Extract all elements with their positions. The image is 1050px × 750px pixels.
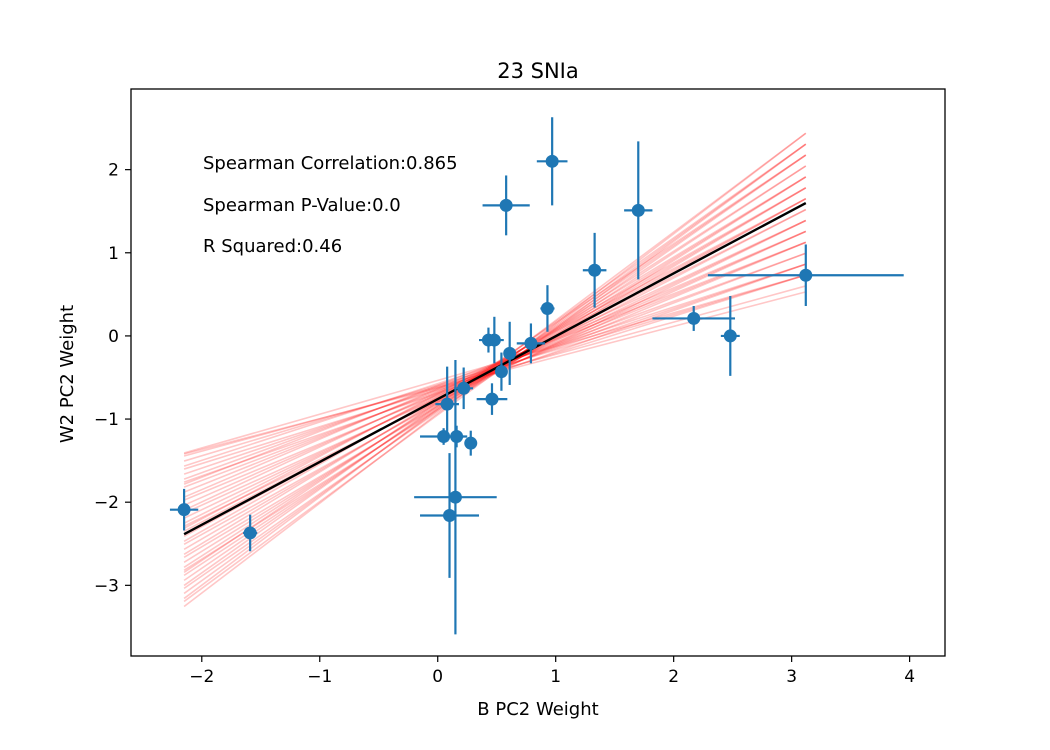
y-tick-label: −1 (94, 410, 119, 430)
sample-fit-line (183, 165, 807, 569)
y-tick-label: 1 (108, 244, 119, 264)
sample-fit-line (183, 263, 807, 467)
sample-fit-line (183, 176, 807, 572)
sample-fit-line (183, 197, 807, 529)
sample-fit-line (183, 154, 807, 574)
x-axis-label: B PC2 Weight (477, 699, 598, 720)
data-point (503, 346, 517, 360)
sample-fit-line (183, 241, 807, 501)
data-point (450, 430, 464, 444)
sample-fit-line (183, 208, 807, 532)
data-point (243, 526, 257, 540)
sample-fit-line (183, 143, 807, 603)
x-tick-label: 1 (550, 667, 561, 687)
best-fit-line (183, 201, 807, 536)
sample-fit-line (183, 143, 807, 587)
data-point (494, 365, 508, 379)
chart-title: 23 SNIa (497, 59, 579, 83)
data-point (723, 329, 737, 343)
sample-fit-line (183, 285, 807, 457)
data-point (443, 508, 457, 522)
x-tick-label: 2 (668, 667, 679, 687)
sample-fit-line (183, 187, 807, 558)
axes-frame (130, 88, 946, 657)
data-point (687, 311, 701, 325)
y-tick-label: 0 (108, 327, 119, 347)
y-tick-label: 2 (108, 161, 119, 181)
annotation-spearman-correlation: Spearman Correlation:0.865 (203, 153, 458, 174)
data-point (457, 381, 471, 395)
sample-fit-line (183, 252, 807, 480)
sample-fit-line (183, 274, 807, 454)
sample-fit-line (183, 263, 807, 483)
data-point (177, 503, 191, 517)
data-point (485, 392, 499, 406)
data-point (464, 436, 478, 450)
sample-fit-line (183, 132, 807, 600)
data-point (799, 268, 813, 282)
y-tick-label: −3 (94, 576, 119, 596)
x-tick-label: −1 (307, 667, 332, 687)
x-tick-label: 3 (786, 667, 797, 687)
data-point (588, 263, 602, 277)
data-point (545, 154, 559, 168)
plot-area: −2 −1 0 1 2 3 4 −3 −2 −1 0 1 2 (94, 88, 946, 687)
sample-fit-line (183, 219, 807, 527)
sample-fit-line (183, 176, 807, 556)
x-tick-label: 0 (432, 667, 443, 687)
sample-fit-line (183, 165, 807, 577)
sample-fit-line (183, 230, 807, 498)
sample-fit-line (183, 252, 807, 488)
data-point (440, 397, 454, 411)
y-tick-label: −2 (94, 493, 119, 513)
data-point (524, 336, 538, 350)
data-point (631, 203, 645, 217)
sample-fit-line (183, 187, 807, 542)
annotation-r-squared: R Squared:0.46 (203, 236, 342, 257)
data-point (487, 333, 501, 347)
y-axis-label: W2 PC2 Weight (57, 305, 78, 443)
annotation-spearman-pvalue: Spearman P-Value:0.0 (203, 195, 401, 216)
x-tick-label: −2 (189, 667, 214, 687)
sample-fit-line (183, 230, 807, 514)
data-point (499, 198, 513, 212)
sample-fit-line (183, 241, 807, 493)
data-point (540, 301, 554, 315)
sample-fit-line (183, 208, 807, 524)
x-tick-label: 4 (904, 667, 915, 687)
sample-fit-line (183, 219, 807, 511)
data-point (448, 490, 462, 504)
